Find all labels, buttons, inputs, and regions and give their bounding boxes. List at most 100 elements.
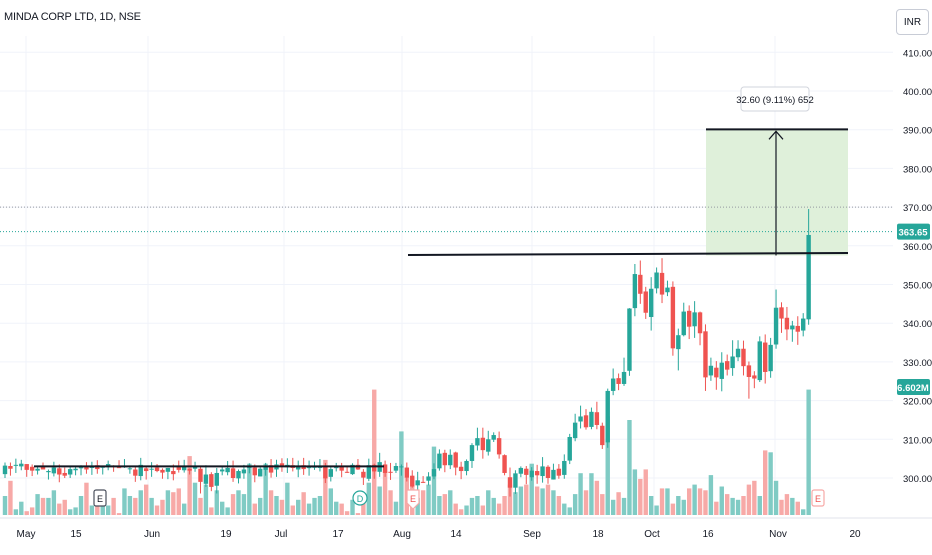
candle-body (127, 468, 133, 470)
candle-body (790, 325, 795, 330)
candle (67, 466, 73, 478)
candle (160, 468, 165, 479)
candle (600, 422, 605, 449)
candle-body (551, 469, 556, 480)
volume-bar (475, 496, 480, 515)
candle (779, 302, 784, 333)
time-tick-label: Oct (644, 529, 660, 540)
candle-body (659, 272, 665, 295)
candle (491, 432, 496, 443)
volume-bar (334, 501, 339, 515)
candle-body (171, 471, 176, 475)
candle (453, 451, 458, 476)
currency-button[interactable]: INR (896, 9, 929, 35)
candle-body (578, 416, 583, 422)
volume-bar (29, 507, 35, 515)
candle-body (230, 468, 236, 478)
candle-body (46, 471, 51, 473)
volume-bar (415, 497, 420, 515)
volume-bar (665, 488, 670, 515)
volume-bar (73, 507, 78, 515)
time-tick-label: 19 (220, 529, 232, 540)
volume-bar (784, 494, 790, 515)
candle (562, 454, 567, 479)
candle-body (676, 335, 681, 350)
volume-bar (724, 494, 730, 515)
candle-body (779, 307, 784, 319)
candle (621, 357, 627, 386)
candle-body (344, 471, 350, 473)
candle-body (524, 468, 529, 475)
time-tick-label: 18 (592, 529, 604, 540)
volume-bar (648, 496, 654, 515)
volume-bar (328, 488, 333, 515)
volume-bar (589, 473, 594, 515)
candle-body (323, 466, 328, 479)
candle (258, 467, 263, 477)
candle-body (334, 467, 339, 469)
candle-body (801, 318, 806, 331)
volume-bar (431, 446, 437, 515)
candle-series (2, 209, 811, 497)
candle (382, 460, 388, 477)
volume-tag-text: 6.602M (897, 383, 929, 394)
candle-body (62, 472, 67, 476)
volume-bar (35, 494, 40, 515)
candle (2, 462, 8, 478)
volume-bar (730, 497, 735, 515)
candle (556, 464, 562, 479)
volume-bar (236, 490, 241, 515)
volume-bar (562, 503, 567, 515)
volume-bar (616, 492, 621, 515)
candle-body (556, 468, 562, 476)
candle (198, 466, 203, 494)
candle (773, 289, 779, 349)
volume-bar (138, 490, 143, 515)
candle (529, 467, 534, 481)
measure-label-text: 32.60 (9.11%) 652 (736, 95, 813, 106)
volume-bar (763, 450, 768, 515)
price-tick-label: 300.00 (903, 474, 932, 485)
volume-bar (181, 503, 187, 515)
volume-bar (578, 473, 583, 515)
candle (393, 462, 399, 473)
price-tick-label: 410.00 (903, 48, 932, 59)
candle-body (73, 468, 78, 471)
event-marker-dividend[interactable]: D (352, 490, 368, 506)
candle-body (366, 465, 372, 479)
candle-body (773, 307, 779, 345)
volume-bar (165, 490, 171, 515)
volume-bar (46, 497, 51, 515)
event-marker-earnings[interactable]: E (811, 489, 825, 507)
candle (448, 449, 453, 470)
volume-bar (241, 494, 247, 515)
candle-body (724, 361, 730, 370)
volume-bar (301, 492, 306, 515)
candle (507, 467, 513, 497)
symbol-title[interactable]: MINDA CORP LTD, 1D, NSE (4, 11, 141, 23)
candle (540, 457, 545, 483)
candle (545, 465, 551, 484)
candle-body (741, 348, 746, 367)
candle-body (203, 474, 209, 484)
candle-body (29, 466, 35, 471)
candle-body (214, 472, 219, 486)
event-marker-earnings[interactable]: E (406, 489, 420, 510)
volume-bar (393, 501, 399, 515)
event-marker-earnings[interactable]: E (93, 489, 107, 507)
candle-body (458, 466, 464, 472)
volume-bar (263, 463, 268, 515)
volume-bar (355, 513, 361, 515)
candle-body (589, 411, 594, 427)
candle-body (746, 365, 752, 377)
candle (638, 260, 643, 304)
candle (605, 388, 610, 448)
volume-bar (583, 490, 589, 515)
candle-body (757, 341, 762, 381)
last-price-tag-bg (897, 223, 930, 240)
candle-body (252, 467, 257, 476)
volume-bar (154, 505, 160, 515)
volume-bar (350, 499, 355, 515)
